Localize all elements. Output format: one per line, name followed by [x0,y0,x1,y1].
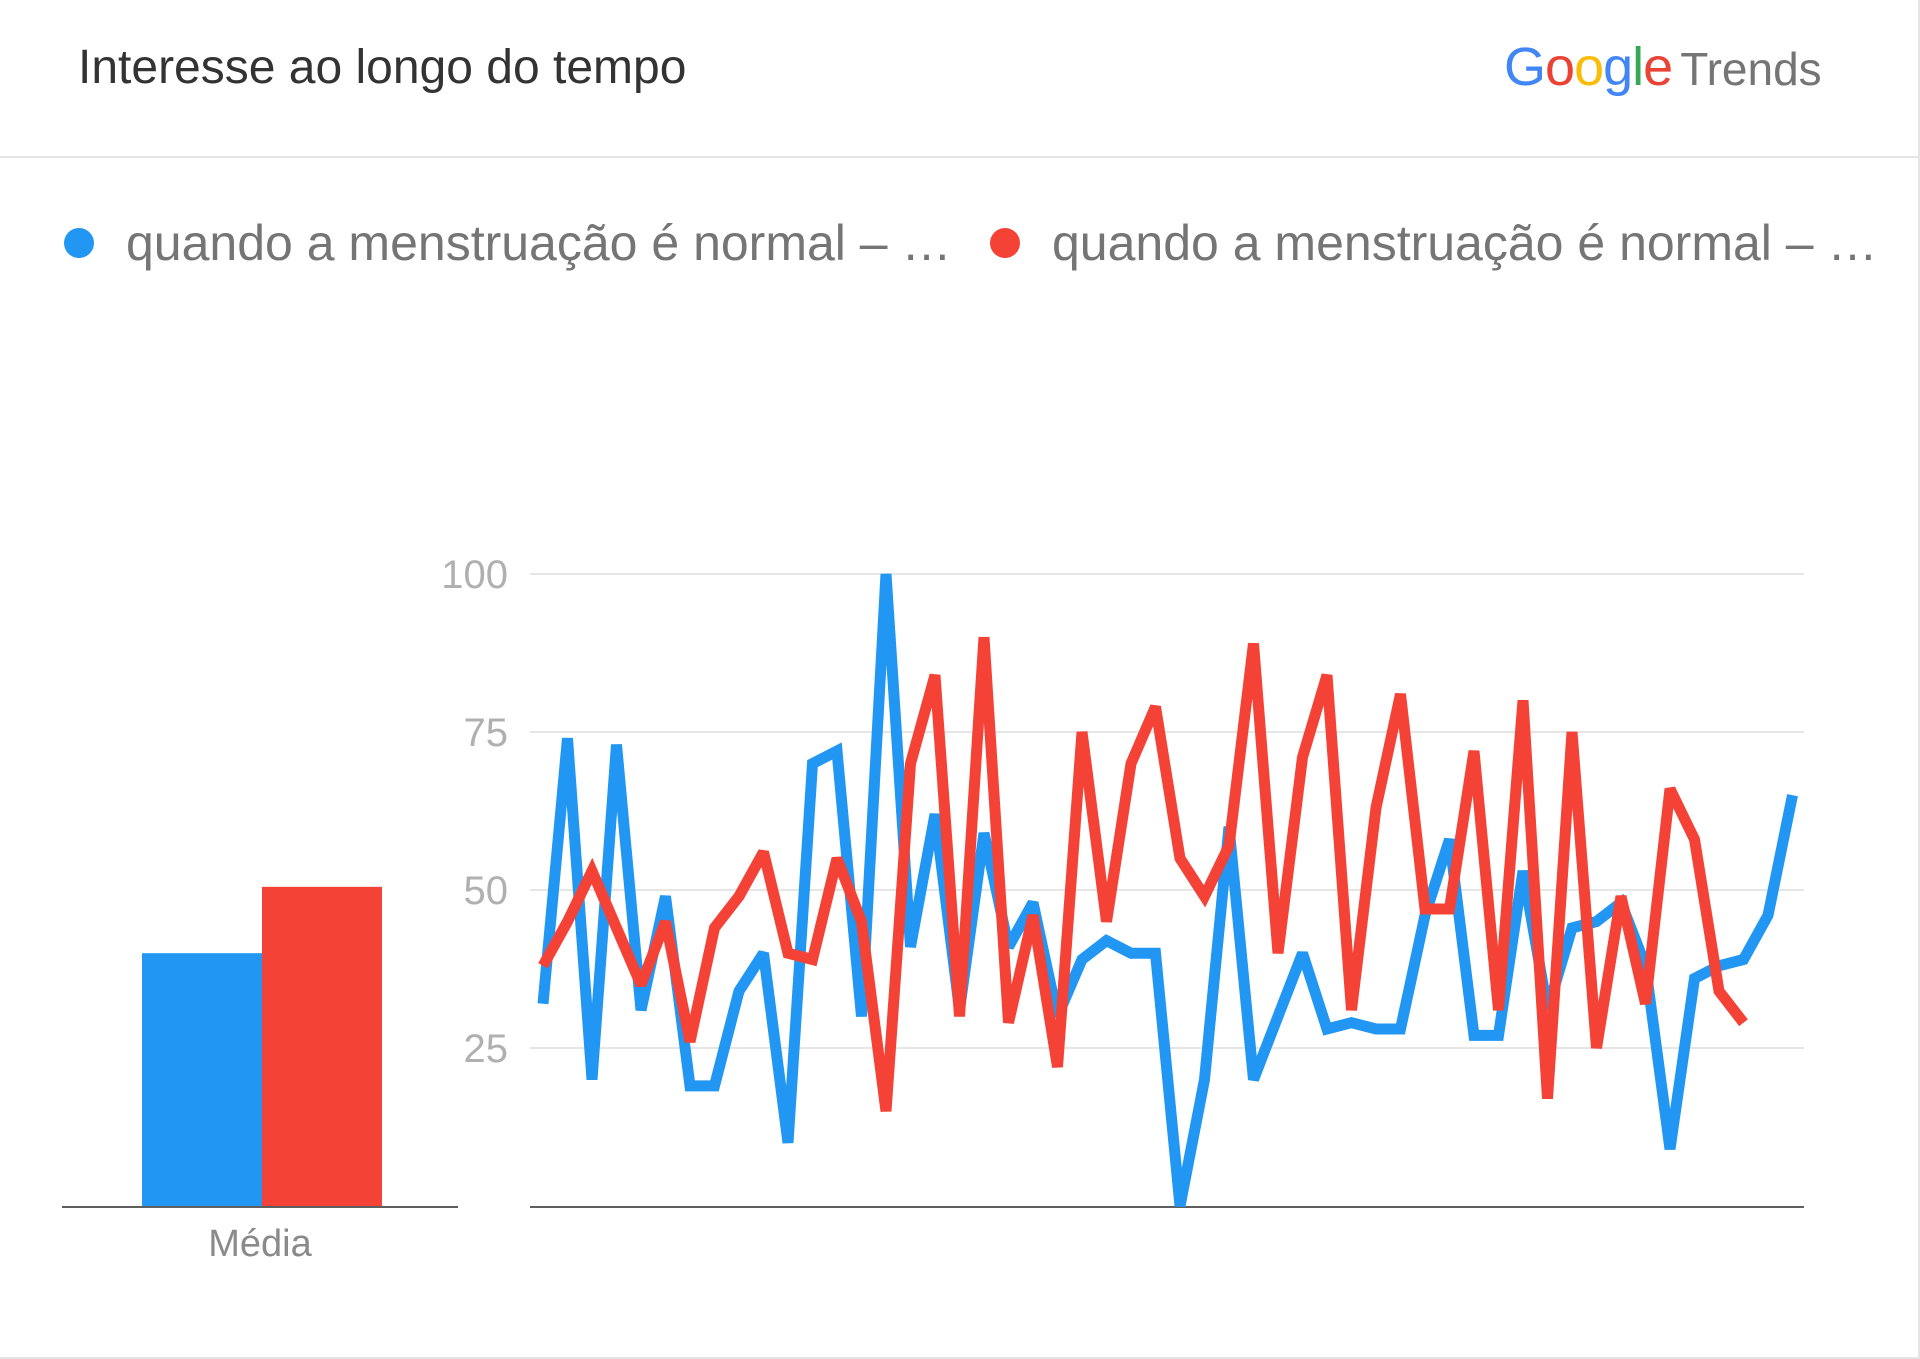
avg-bar-series-2[interactable] [262,886,382,1206]
chart-title: Interesse ao longo do tempo [78,41,687,94]
legend-label-series-2: quando a menstruação é normal – … [1052,215,1878,271]
card-header: Interesse ao longo do tempo Google Trends [0,0,1918,158]
avg-category-label: Média [208,1223,312,1265]
legend-label-series-1: quando a menstruação é normal – … [126,215,952,271]
google-letter-3: g [1603,37,1633,97]
trends-wordmark: Trends [1680,43,1822,95]
series-line-2[interactable] [538,636,1748,1112]
y-tick-label-50: 50 [464,869,509,913]
google-wordmark: Google [1504,37,1673,97]
y-tick-label-75: 75 [464,711,509,755]
avg-bar-series-1[interactable] [142,953,262,1206]
google-letter-4: l [1632,37,1644,97]
interest-line-chart: 25 50 75 100 [441,553,1804,1208]
legend-dot-blue [64,228,94,258]
chart-legend: quando a menstruação é normal – … quando… [0,200,1918,290]
google-letter-0: G [1504,37,1546,97]
google-letter-2: o [1574,37,1604,97]
y-tick-label-25: 25 [464,1027,509,1071]
google-trends-logo[interactable]: Google Trends [1504,40,1822,94]
average-bar-chart: Média [62,886,458,1265]
legend-dot-red [990,228,1020,258]
y-tick-label-100: 100 [441,553,508,597]
google-letter-5: e [1643,37,1673,97]
google-letter-1: o [1545,37,1575,97]
